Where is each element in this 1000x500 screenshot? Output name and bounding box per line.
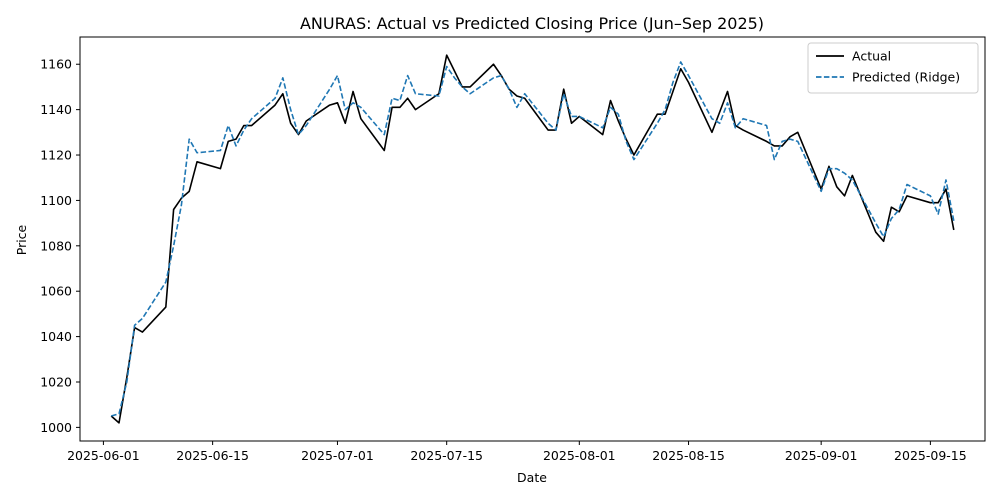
plot-frame	[79, 36, 986, 442]
series-predicted-line	[110, 61, 955, 417]
chart-title: ANURAS: Actual vs Predicted Closing Pric…	[300, 14, 764, 33]
y-axis-title: Price	[14, 224, 29, 255]
x-tick-label: 2025-08-15	[652, 448, 725, 463]
y-tick-label: 1040	[40, 329, 72, 344]
y-tick-label: 1160	[40, 57, 72, 72]
x-tick-label: 2025-06-01	[67, 448, 140, 463]
y-tick-label: 1000	[40, 420, 72, 435]
legend-box	[807, 42, 979, 94]
y-tick-label: 1140	[40, 102, 72, 117]
y-tick-label: 1120	[40, 148, 72, 163]
legend-label-actual: Actual	[852, 49, 891, 64]
y-tick-label: 1020	[40, 374, 72, 389]
x-axis: 2025-06-01 2025-06-15 2025-07-01 2025-07-15…	[67, 441, 967, 463]
x-tick-label: 2025-09-15	[894, 448, 967, 463]
y-tick-label: 1100	[40, 193, 72, 208]
y-tick-label: 1060	[40, 284, 72, 299]
y-tick-label: 1080	[40, 238, 72, 253]
y-axis: 1000 1020 1040 1060 1080 1100 1120 1140 1160	[40, 57, 80, 435]
x-tick-label: 2025-08-01	[543, 448, 616, 463]
x-tick-label: 2025-09-01	[785, 448, 858, 463]
legend-label-predicted: Predicted (Ridge)	[852, 70, 960, 85]
plot-area	[110, 54, 955, 424]
x-axis-title: Date	[517, 470, 547, 485]
x-tick-label: 2025-06-15	[176, 448, 249, 463]
x-tick-label: 2025-07-01	[301, 448, 374, 463]
x-tick-label: 2025-07-15	[410, 448, 483, 463]
legend: Actual Predicted (Ridge)	[807, 42, 979, 94]
